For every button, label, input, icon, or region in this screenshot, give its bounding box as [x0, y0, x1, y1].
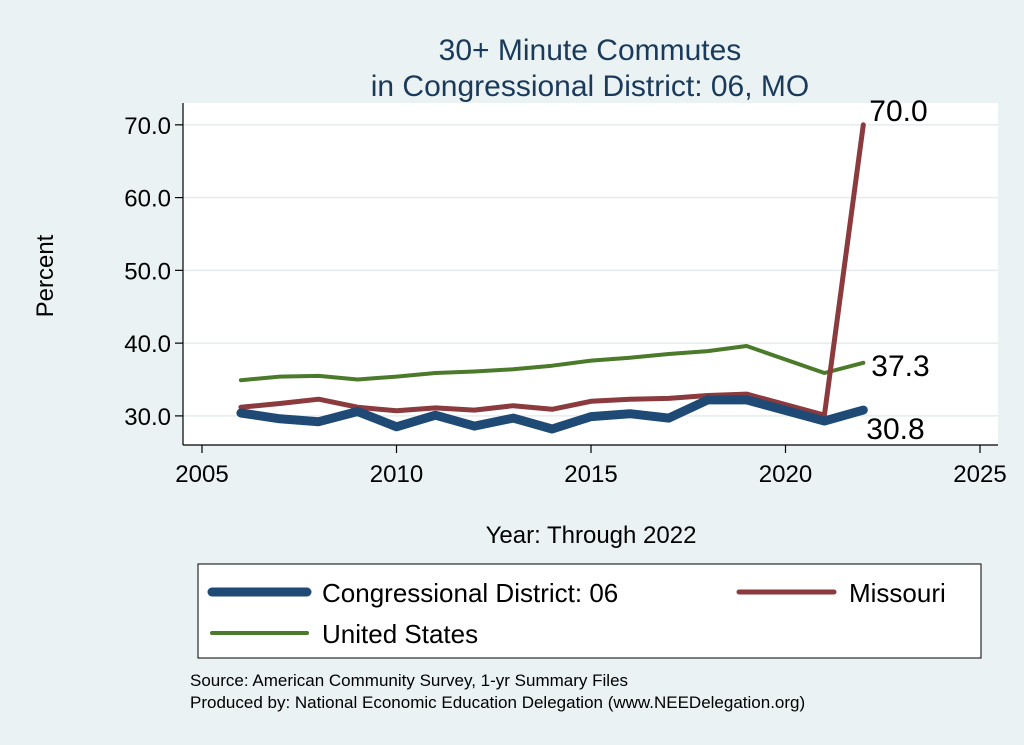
legend-label-missouri: Missouri — [849, 578, 946, 608]
legend: Congressional District: 06 Missouri United… — [207, 578, 946, 649]
y-tick-label-30: 30.0 — [124, 404, 171, 431]
grid-lines — [183, 124, 998, 417]
series-line-missouri — [238, 122, 866, 418]
plot-area — [183, 103, 998, 445]
series-line-united-states — [238, 344, 866, 383]
x-axis-label: Year: Through 2022 — [486, 522, 697, 549]
y-tick-label-50: 50.0 — [124, 258, 171, 285]
legend-label-congressional-district-06: Congressional District: 06 — [322, 578, 618, 608]
source-line-1: Source: American Community Survey, 1-yr … — [190, 671, 628, 690]
end-labels: 37.3 70.0 30.8 — [866, 95, 929, 446]
end-label-congressional-district-06: 30.8 — [866, 413, 924, 446]
y-tick-label-70: 70.0 — [124, 113, 171, 140]
end-label-missouri: 70.0 — [869, 95, 927, 128]
legend-box — [197, 563, 982, 659]
y-tick-label-40: 40.0 — [124, 331, 171, 358]
y-tick-label-60: 60.0 — [124, 186, 171, 213]
tick-labels: 30.0 40.0 50.0 60.0 70.0 2005 2010 2015 2020 2025 — [124, 113, 1006, 488]
legend-label-united-states: United States — [322, 619, 478, 649]
chart-title-line-1: 30+ Minute Commutes — [439, 34, 742, 67]
series-line-congressional-district-06 — [236, 395, 868, 434]
x-tick-label-2010: 2010 — [370, 461, 423, 488]
source-line-2: Produced by: National Economic Education… — [190, 693, 805, 712]
y-axis-label: Percent — [32, 234, 59, 317]
x-tick-label-2005: 2005 — [175, 461, 228, 488]
chart-title-line-2: in Congressional District: 06, MO — [371, 70, 810, 103]
series-lines — [236, 122, 868, 434]
x-tick-label-2020: 2020 — [759, 461, 812, 488]
end-label-united-states: 37.3 — [871, 350, 929, 383]
axes — [175, 103, 998, 453]
x-tick-label-2015: 2015 — [564, 461, 617, 488]
x-tick-label-2025: 2025 — [953, 461, 1006, 488]
